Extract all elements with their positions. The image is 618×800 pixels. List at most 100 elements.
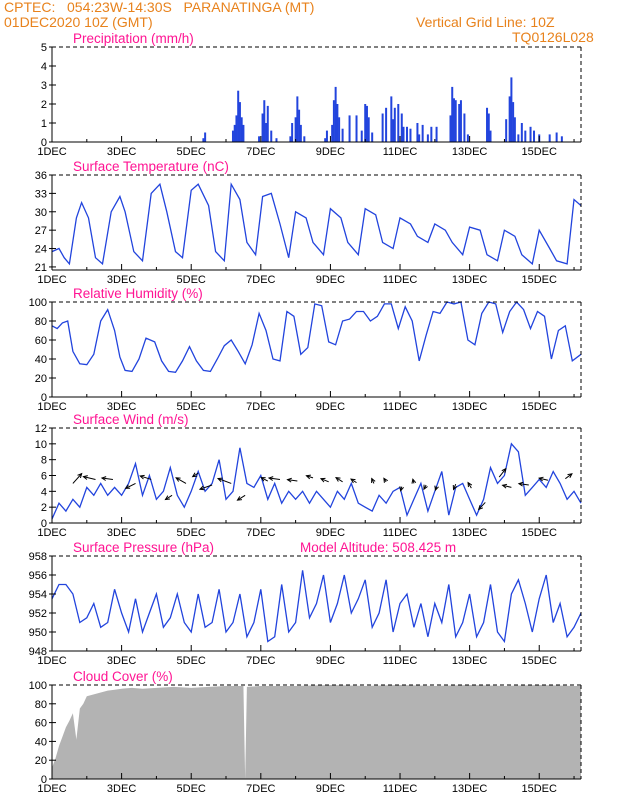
panel-6-ytick-label: 40 — [35, 736, 47, 748]
panel-1-bar — [334, 86, 337, 142]
panel-3-ytick-label: 40 — [35, 354, 47, 366]
panel-3-xtick-label: 7DEC — [246, 401, 275, 413]
panel-3-series-line — [51, 300, 582, 373]
panel-4-wind-arrow — [498, 468, 507, 478]
panel-2-ytick-label: 27 — [35, 225, 47, 237]
panel-4-wind-arrow — [165, 494, 173, 500]
panel-2-xtick-label: 3DEC — [107, 274, 136, 286]
panel-4-wind-arrow — [125, 482, 136, 489]
panel-1-bar — [291, 123, 294, 142]
panel-4-wind-arrow — [101, 477, 113, 480]
panel-4-wind-arrow — [72, 473, 83, 484]
panel-4-ytick-label: 12 — [35, 423, 47, 435]
panel-4-wind-arrow — [478, 502, 486, 510]
panel-4-wind-arrowhead — [371, 477, 376, 484]
header-date: 01DEC2020 10Z (GMT) — [4, 14, 153, 30]
panel-1-bar — [560, 136, 563, 142]
panel-4-ytick-label: 10 — [35, 439, 47, 451]
panel-2-xtick-label: 9DEC — [316, 274, 345, 286]
panel-5-ytick-label: 950 — [29, 627, 47, 639]
panel-4-xtick-label: 5DEC — [177, 527, 206, 539]
panel-4-wind-arrowhead — [286, 477, 292, 483]
panel-5-series-line — [51, 570, 582, 644]
panel-1-bar — [505, 119, 508, 142]
panel-1-bar — [237, 90, 240, 142]
panel-2-xtick-label: 11DEC — [383, 274, 418, 286]
panel-1-bar — [555, 132, 558, 142]
panel-1-bar — [524, 130, 527, 142]
panel-1-bar — [392, 119, 395, 142]
panel-2-ytick-label: 24 — [35, 244, 47, 256]
panel-3-xtick-label: 3DEC — [107, 401, 136, 413]
panel-5-xtick-label: 11DEC — [383, 655, 418, 667]
panel-1-bar — [265, 123, 268, 142]
panel-1-bar — [324, 138, 327, 142]
panel-6-ytick-label: 60 — [35, 718, 47, 730]
panel-4-xtick-label: 13DEC — [452, 527, 488, 539]
panel-3-xtick-label: 11DEC — [383, 401, 418, 413]
panel-4-ytick-label: 4 — [41, 486, 47, 498]
panel-1-bar — [400, 113, 403, 142]
panel-5-xtick-label: 9DEC — [316, 655, 345, 667]
panel-4-wind-arrowhead — [501, 467, 507, 474]
panel-4-wind-arrowhead — [383, 477, 388, 483]
panel-1-bar — [452, 98, 455, 142]
panel-6-xtick-label: 9DEC — [316, 783, 345, 795]
panel-1-bar — [459, 100, 462, 142]
panel-1-bar — [548, 134, 551, 142]
panel-1-bar — [266, 105, 269, 142]
panel-5-annotation: Model Altitude: 508.425 m — [300, 540, 456, 555]
panel-4-wind-arrow — [320, 478, 329, 483]
header-location: CPTEC: 054:23W-14:30S PARANATINGA (MT) — [4, 0, 315, 15]
panel-5-ytick-label: 956 — [29, 570, 47, 582]
panel-1-bar — [289, 136, 292, 142]
panel-3-xtick-label: 9DEC — [316, 401, 345, 413]
panel-4-wind-arrowhead — [467, 481, 473, 488]
panel-1-bar — [365, 105, 368, 142]
panel-6-title: Cloud Cover (%) — [73, 669, 173, 684]
panel-4-ytick-label: 6 — [41, 471, 47, 483]
panel-1-bar — [258, 136, 261, 142]
panel-4-wind-arrowhead — [236, 496, 242, 501]
panel-2-xtick-label: 5DEC — [177, 274, 206, 286]
panel-3-ytick-label: 100 — [29, 297, 47, 309]
panel-1-bar — [517, 134, 520, 142]
panel-5-xtick-label: 1DEC — [37, 655, 66, 667]
panel-6-cloud-area — [52, 685, 581, 779]
panel-1-bar — [263, 100, 266, 142]
panel-4-wind-arrowhead — [191, 472, 198, 478]
panel-1-bar — [204, 132, 207, 142]
panel-4-wind-arrow — [217, 478, 232, 484]
panel-5-ytick-label: 948 — [29, 646, 47, 658]
panel-1-bar — [233, 124, 236, 142]
panel-4-wind-arrowhead — [139, 474, 145, 480]
panel-4-wind-arrow — [175, 477, 187, 484]
panel-5-xtick-label: 13DEC — [452, 655, 488, 667]
panel-1-bar — [261, 113, 264, 142]
panel-1-ytick-label: 0 — [41, 137, 47, 149]
panel-6-xtick-label: 15DEC — [522, 783, 558, 795]
panel-4-wind-arrow — [502, 484, 512, 488]
panel-4-wind-arrow — [237, 494, 246, 501]
panel-1-bar — [418, 134, 421, 142]
panel-5-xtick-label: 15DEC — [522, 655, 558, 667]
panel-6-ytick-label: 20 — [35, 755, 47, 767]
panel-1-xtick-label: 11DEC — [383, 146, 418, 158]
panel-2-ytick-label: 36 — [35, 170, 47, 182]
panel-1-bar — [355, 115, 358, 142]
panel-1-bar — [402, 126, 405, 142]
panel-4-wind-arrowhead — [164, 495, 170, 501]
panel-4-xtick-label: 3DEC — [107, 527, 136, 539]
panel-1-bar — [487, 113, 490, 142]
panel-2-xtick-label: 13DEC — [452, 274, 488, 286]
panel-1-bar — [367, 117, 370, 142]
panel-1-bar — [510, 77, 513, 142]
panel-5-title: Surface Pressure (hPa) — [73, 540, 214, 555]
panel-4-wind-arrowhead — [124, 484, 131, 489]
panel-4-wind-arrow — [518, 483, 529, 486]
panel-4-wind-arrow — [306, 475, 314, 479]
panel-1-bar — [426, 134, 429, 142]
panel-4-wind-arrow — [83, 476, 96, 480]
panel-1-bar — [463, 113, 466, 142]
panel-4-wind-arrowhead — [260, 477, 266, 482]
